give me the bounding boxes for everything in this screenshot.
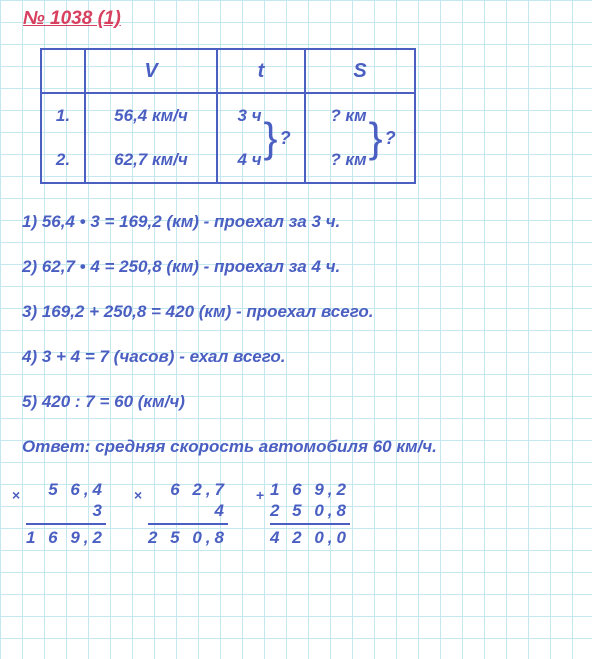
table-body-row: 1. 2. 56,4 км/ч 62,7 км/ч 3 ч 4 ч } xyxy=(41,93,415,183)
data-table-wrap: V t S 1. 2. 56,4 км/ч 62,7 км/ч 3 ч xyxy=(40,48,574,184)
plus-icon: + xyxy=(256,487,264,503)
table-header-row: V t S xyxy=(41,49,415,93)
calc2-operand-a: 6 2,7 xyxy=(170,479,228,500)
step-5: 5) 420 : 7 = 60 (км/ч) xyxy=(22,392,574,412)
s-brace-group: } ? xyxy=(369,94,396,182)
header-t: t xyxy=(217,49,305,93)
t-question-mark: ? xyxy=(280,128,291,149)
curly-brace-icon: } xyxy=(264,94,278,182)
multiply-icon: × xyxy=(134,487,142,503)
t-cell: 3 ч 4 ч } ? xyxy=(217,93,305,183)
calculation-1: × 5 6,4 3 1 6 9,2 xyxy=(26,479,106,548)
header-empty xyxy=(41,49,85,93)
solution-steps: 1) 56,4 • 3 = 169,2 (км) - проехал за 3 … xyxy=(22,212,574,412)
problem-title: № 1038 (1) xyxy=(23,8,574,30)
header-s: S xyxy=(305,49,415,93)
row-num-1: 1. xyxy=(42,94,84,138)
column-calculations: × 5 6,4 3 1 6 9,2 × 6 2,7 4 2 5 0,8 + 1 … xyxy=(26,479,574,548)
s-value-2: ? км xyxy=(324,138,366,182)
curly-brace-icon: } xyxy=(369,94,383,182)
calc1-result: 1 6 9,2 xyxy=(26,523,106,548)
data-table: V t S 1. 2. 56,4 км/ч 62,7 км/ч 3 ч xyxy=(40,48,416,184)
calculation-3: + 1 6 9,2 2 5 0,8 4 2 0,0 xyxy=(270,479,350,548)
calc2-operand-b: 4 xyxy=(215,500,228,521)
s-value-1: ? км xyxy=(324,94,366,138)
step-4: 4) 3 + 4 = 7 (часов) - ехал всего. xyxy=(22,347,574,367)
step-2: 2) 62,7 • 4 = 250,8 (км) - проехал за 4 … xyxy=(22,257,574,277)
t-brace-group: } ? xyxy=(264,94,291,182)
s-cell: ? км ? км } ? xyxy=(305,93,415,183)
multiply-icon: × xyxy=(12,487,20,503)
calc1-operand-b: 3 xyxy=(93,500,106,521)
step-3: 3) 169,2 + 250,8 = 420 (км) - проехал вс… xyxy=(22,302,574,322)
header-v: V xyxy=(85,49,217,93)
calc2-result: 2 5 0,8 xyxy=(148,523,228,548)
calc3-result: 4 2 0,0 xyxy=(270,523,350,548)
calc1-operand-a: 5 6,4 xyxy=(48,479,106,500)
t-value-2: 4 ч xyxy=(231,138,261,182)
row-num-2: 2. xyxy=(42,138,84,182)
answer-text: Ответ: средняя скорость автомобиля 60 км… xyxy=(22,437,574,457)
row-numbers-cell: 1. 2. xyxy=(41,93,85,183)
v-value-2: 62,7 км/ч xyxy=(86,138,216,182)
calc3-operand-a: 1 6 9,2 xyxy=(270,479,350,500)
t-value-1: 3 ч xyxy=(231,94,261,138)
step-1: 1) 56,4 • 3 = 169,2 (км) - проехал за 3 … xyxy=(22,212,574,232)
calculation-2: × 6 2,7 4 2 5 0,8 xyxy=(148,479,228,548)
s-question-mark: ? xyxy=(385,128,396,149)
v-cell: 56,4 км/ч 62,7 км/ч xyxy=(85,93,217,183)
v-value-1: 56,4 км/ч xyxy=(86,94,216,138)
calc3-operand-b: 2 5 0,8 xyxy=(270,500,350,521)
